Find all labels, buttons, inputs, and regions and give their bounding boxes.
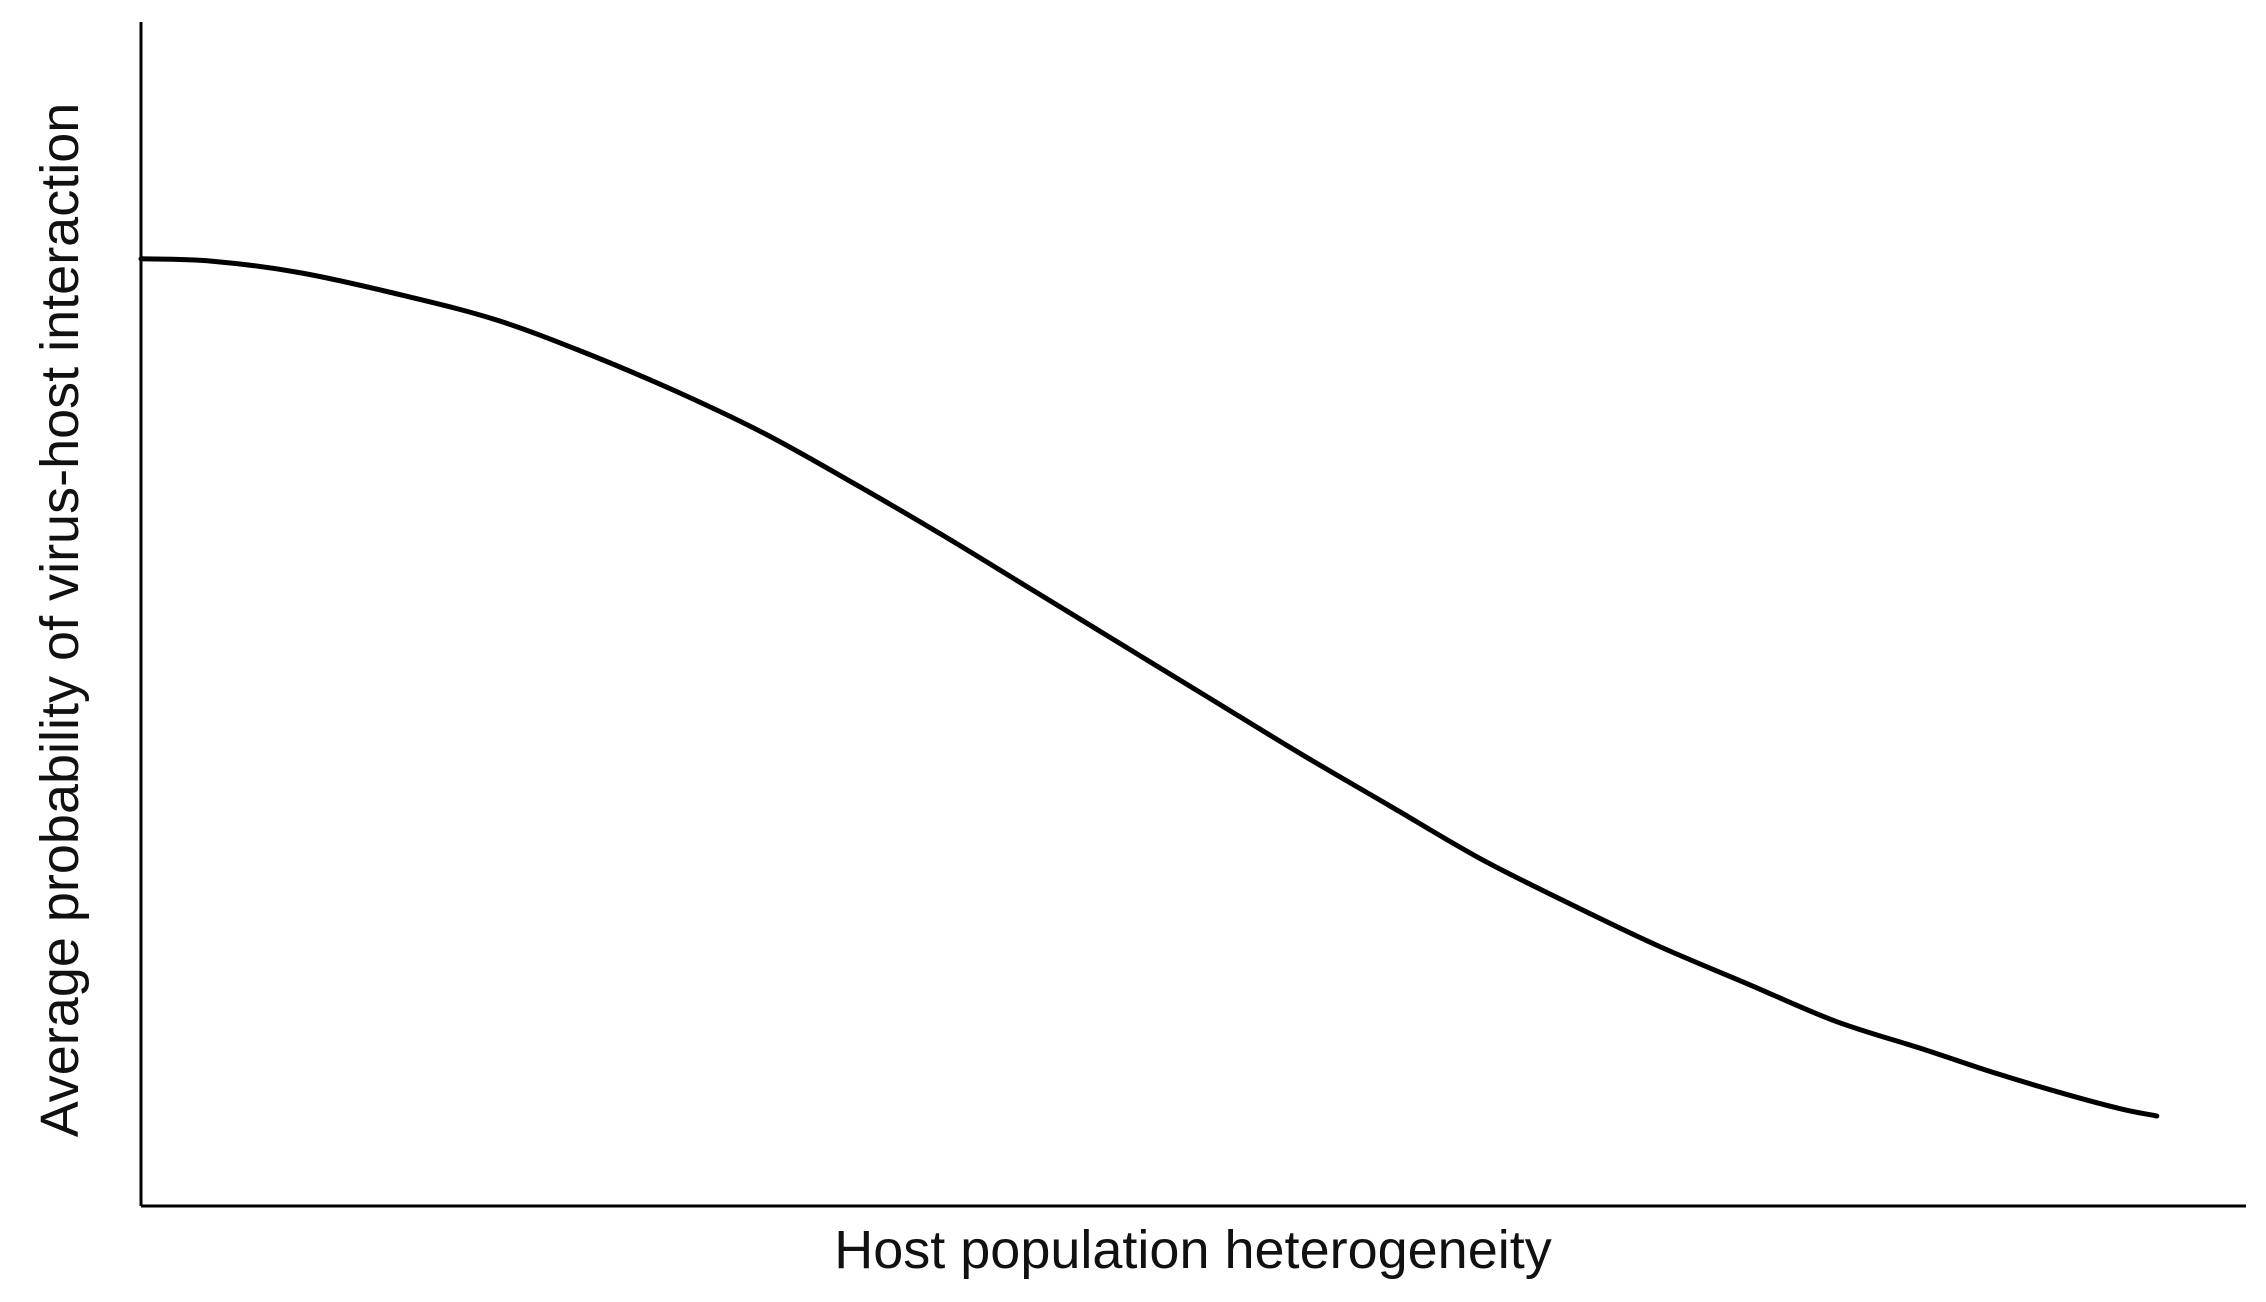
y-axis-label: Average probability of virus-host intera… <box>30 103 90 1138</box>
series-line <box>138 256 2160 1119</box>
series-points <box>139 257 2159 1118</box>
x-axis-label: Host population heterogeneity <box>834 1220 1552 1280</box>
